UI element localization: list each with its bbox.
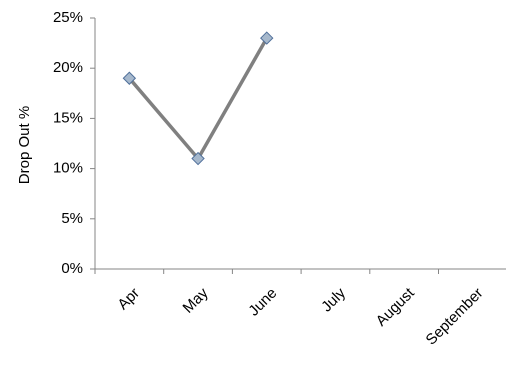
y-tick-label: 10%	[53, 160, 83, 177]
x-tick-label: May	[180, 284, 212, 316]
y-tick-label: 15%	[53, 109, 83, 126]
y-tick-label: 20%	[53, 59, 83, 76]
y-tick-label: 25%	[53, 9, 83, 26]
series-line	[127, 37, 269, 161]
y-tick-label: 0%	[61, 260, 83, 277]
x-tick-label: June	[245, 285, 280, 320]
x-tick-label: July	[318, 284, 349, 315]
y-axis-title: Drop Out %	[16, 106, 33, 184]
data-point-marker	[260, 31, 274, 45]
axes	[90, 17, 506, 274]
data-point-marker	[191, 151, 205, 166]
tick-labels: 0% 5% 10% 15% 20% 25% Apr May June July August Sept…	[53, 9, 487, 349]
series-layer	[122, 31, 274, 166]
data-point-marker	[122, 71, 137, 85]
x-tick-label: Apr	[114, 285, 143, 314]
x-tick-label: August	[373, 284, 419, 330]
x-tick-label: September	[423, 285, 487, 349]
y-tick-label: 5%	[61, 210, 83, 227]
